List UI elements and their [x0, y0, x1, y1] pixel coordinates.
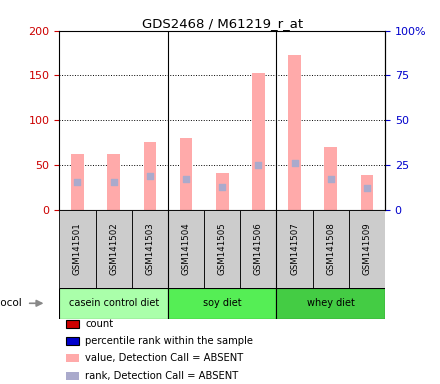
Text: GSM141505: GSM141505 [218, 222, 227, 275]
Bar [59, 288, 168, 319]
Text: percentile rank within the sample: percentile rank within the sample [85, 336, 253, 346]
Bar [180, 138, 192, 210]
Bar [324, 147, 337, 210]
Bar [240, 210, 276, 288]
Point [255, 162, 262, 168]
Point [327, 176, 334, 182]
Bar [66, 319, 79, 328]
Bar [143, 142, 156, 210]
Text: GSM141502: GSM141502 [109, 222, 118, 275]
Bar [288, 55, 301, 210]
Title: GDS2468 / M61219_r_at: GDS2468 / M61219_r_at [142, 17, 303, 30]
Bar [132, 210, 168, 288]
Bar [276, 210, 313, 288]
Bar [349, 210, 385, 288]
Bar [276, 288, 385, 319]
Bar [107, 154, 120, 210]
Bar [66, 337, 79, 345]
Bar [204, 210, 240, 288]
Point [74, 179, 81, 185]
Bar [95, 210, 132, 288]
Text: GSM141503: GSM141503 [145, 222, 154, 275]
Bar [168, 210, 204, 288]
Bar [71, 154, 84, 210]
Bar [313, 210, 349, 288]
Text: soy diet: soy diet [203, 298, 242, 308]
Text: GSM141501: GSM141501 [73, 222, 82, 275]
Text: protocol: protocol [0, 298, 22, 308]
Bar [66, 372, 79, 380]
Text: GSM141507: GSM141507 [290, 222, 299, 275]
Text: GSM141508: GSM141508 [326, 222, 335, 275]
Text: casein control diet: casein control diet [69, 298, 159, 308]
Text: value, Detection Call = ABSENT: value, Detection Call = ABSENT [85, 353, 244, 363]
Bar [361, 175, 373, 210]
Point [363, 185, 370, 191]
Text: GSM141509: GSM141509 [363, 222, 371, 275]
Text: rank, Detection Call = ABSENT: rank, Detection Call = ABSENT [85, 371, 238, 381]
Point [110, 179, 117, 185]
Bar [59, 210, 95, 288]
Text: count: count [85, 319, 114, 329]
Bar [66, 354, 79, 362]
Bar [216, 173, 228, 210]
Text: whey diet: whey diet [307, 298, 355, 308]
Point [219, 184, 226, 190]
Text: GSM141504: GSM141504 [182, 222, 191, 275]
Bar [252, 73, 265, 210]
Point [291, 160, 298, 166]
Text: GSM141506: GSM141506 [254, 222, 263, 275]
Point [183, 176, 190, 182]
Point [147, 172, 154, 179]
Bar [168, 288, 276, 319]
